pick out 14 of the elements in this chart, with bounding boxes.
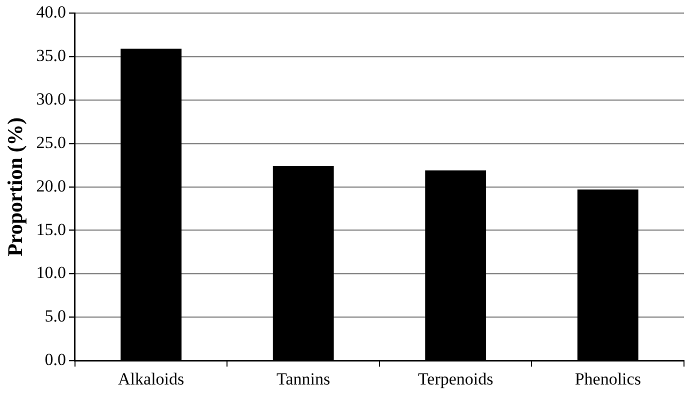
y-axis-title: Proportion (%): [3, 117, 28, 256]
y-tick-label: 20.0: [36, 176, 66, 196]
y-tick-label: 40.0: [36, 2, 66, 22]
y-tick-label: 30.0: [36, 90, 66, 109]
x-tick-label: Terpenoids: [418, 369, 494, 388]
y-tick-label: 35.0: [36, 46, 66, 66]
y-tick-label: 5.0: [44, 306, 66, 326]
x-tick-label: Alkaloids: [118, 369, 184, 388]
x-tick-label: Tannins: [276, 369, 330, 388]
y-tick-label: 25.0: [36, 132, 66, 152]
y-tick-label: 10.0: [36, 263, 66, 282]
x-tick-label: Phenolics: [574, 369, 641, 388]
y-tick-label: 15.0: [36, 220, 66, 239]
y-tick-label: 0.0: [44, 350, 66, 370]
